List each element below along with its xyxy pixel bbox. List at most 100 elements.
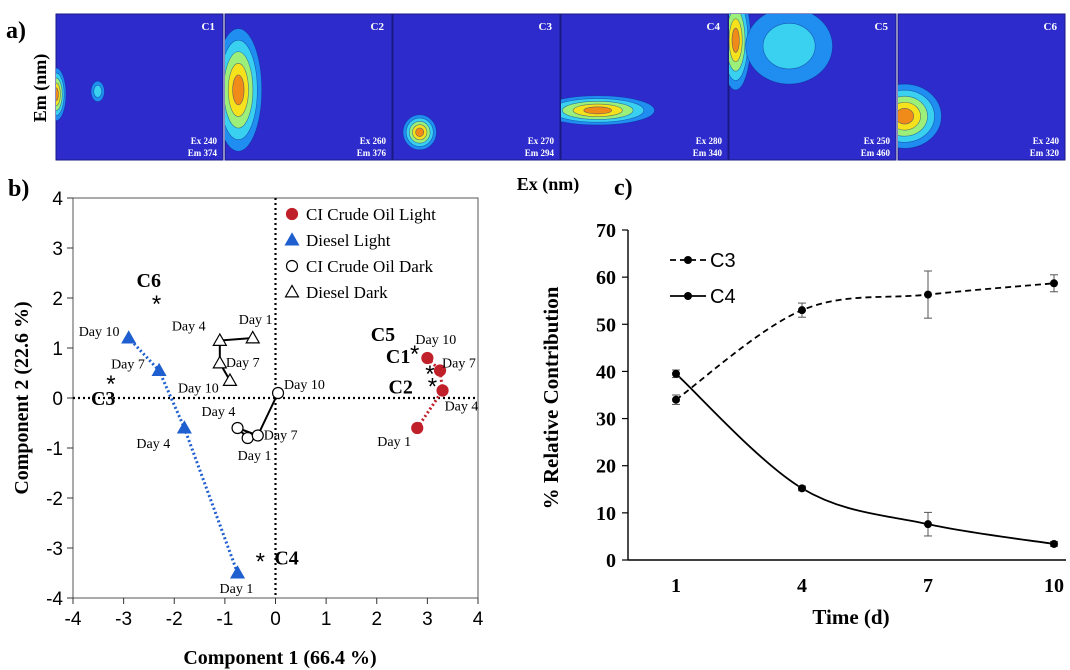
- series-diesel-light: Day 1 Day 4 Day 7 Day 10: [79, 325, 254, 597]
- point-label: Day 4: [202, 405, 236, 420]
- x-tick-label: -1: [216, 609, 233, 630]
- panel-a-heatmaps: Em (nm) Ex (nm) C1 Ex 240 Em 374 C2 Ex 260 Em…: [30, 13, 1066, 195]
- data-point: [798, 484, 806, 493]
- point-label: Day 7: [442, 357, 476, 372]
- eem-em-label: Em 374: [188, 148, 218, 158]
- data-point: [284, 284, 300, 298]
- eem-ex-label: Ex 280: [696, 136, 723, 146]
- x-tick-label: 2: [371, 609, 382, 630]
- legend-entry: Diesel Dark: [306, 283, 388, 302]
- eem-component-label: C3: [539, 21, 553, 33]
- legend: CI Crude Oil Light Diesel Light CI Crude O…: [284, 205, 436, 302]
- data-point: [285, 207, 299, 221]
- eem-tile-c1: C1 Ex 240 Em 374: [55, 13, 224, 161]
- data-point: [436, 384, 449, 397]
- eem-ex-label: Ex 240: [1033, 136, 1060, 146]
- x-tick-label: 4: [473, 609, 484, 630]
- series-ci-crude-oil-light: Day 1 Day 4 Day 7 Day 10: [377, 333, 478, 450]
- y-tick-label: 10: [596, 503, 616, 525]
- series-line: [675, 373, 1055, 545]
- asterisk-icon: *: [425, 361, 434, 388]
- data-point: [271, 386, 285, 400]
- data-point: [285, 259, 299, 273]
- eem-contour: [583, 106, 612, 115]
- asterisk-icon: *: [256, 549, 265, 576]
- eem-tile-c4: C4 Ex 280 Em 340: [560, 13, 729, 161]
- point-label: Day 7: [111, 358, 145, 373]
- component-label: C1: [386, 346, 410, 368]
- component-marker-c6: *C6: [137, 270, 162, 318]
- data-point: [1050, 279, 1058, 288]
- eem-tile-c2: C2 Ex 260 Em 376: [224, 13, 393, 161]
- y-tick-label: -1: [46, 439, 63, 460]
- eem-ex-label: Ex 240: [191, 136, 218, 146]
- series-line: [218, 337, 253, 382]
- series-ci-crude-oil-dark: Day 1 Day 4 Day 7 Day 10: [202, 378, 325, 464]
- data-point: [924, 520, 932, 529]
- legend-marker: [684, 292, 692, 300]
- eem-ex-label: Ex 250: [864, 136, 891, 146]
- data-point: [924, 290, 932, 299]
- legend: C3 C4: [670, 250, 736, 308]
- eem-contour: [56, 87, 59, 102]
- data-point: [212, 332, 228, 346]
- y-tick-label: -3: [46, 539, 63, 560]
- legend-entry: C3: [710, 250, 736, 272]
- point-label: Day 10: [178, 382, 219, 397]
- y-tick-label: -2: [46, 489, 63, 510]
- x-tick-label: 4: [797, 575, 807, 597]
- x-tick-label: 0: [270, 609, 281, 630]
- panel-b-ylabel: Component 2 (22.6 %): [11, 301, 33, 494]
- panel-c-label: c): [614, 175, 633, 201]
- eem-component-label: C2: [371, 21, 385, 33]
- panel-b-xlabel: Component 1 (66.4 %): [183, 647, 376, 669]
- point-label: Day 4: [136, 437, 170, 452]
- data-point: [212, 355, 228, 369]
- eem-tile-c6: C6 Ex 240 Em 320: [897, 13, 1066, 161]
- point-label: Day 10: [79, 325, 120, 340]
- panel-a-ylabel: Em (nm): [30, 54, 51, 123]
- eem-em-label: Em 460: [861, 148, 891, 158]
- data-point: [229, 565, 246, 579]
- data-point: [241, 431, 254, 445]
- component-marker-c3: *C3: [91, 371, 116, 410]
- eem-ex-label: Ex 270: [528, 136, 555, 146]
- panel-b-label: b): [8, 176, 29, 202]
- series-line: [236, 392, 279, 439]
- eem-em-label: Em 294: [525, 148, 555, 158]
- point-label: Day 10: [284, 378, 325, 393]
- data-point: [176, 420, 192, 434]
- data-point: [433, 364, 447, 377]
- eem-contour: [415, 127, 425, 137]
- panel-b-scatter: Component 2 (22.6 %) Component 1 (66.4 %…: [11, 189, 484, 669]
- panel-a-label: a): [6, 18, 26, 44]
- data-point: [121, 330, 137, 344]
- eem-em-label: Em 340: [693, 148, 723, 158]
- legend-entry: CI Crude Oil Light: [306, 205, 436, 224]
- point-label: Day 1: [220, 582, 254, 597]
- y-tick-label: -4: [46, 589, 63, 610]
- data-point: [231, 421, 244, 435]
- y-tick-label: 2: [52, 289, 63, 310]
- eem-contour: [93, 84, 103, 98]
- y-tick-label: 40: [596, 361, 616, 383]
- point-label: Day 10: [415, 333, 456, 348]
- component-label: C6: [137, 270, 161, 292]
- point-label: Day 7: [264, 429, 298, 444]
- series-line: [416, 356, 445, 429]
- asterisk-icon: *: [106, 371, 115, 398]
- data-point: [411, 421, 424, 435]
- x-tick-label: -3: [115, 609, 132, 630]
- component-marker-c5: * C5: [371, 324, 420, 368]
- legend-entry: C4: [710, 286, 736, 308]
- series-diesel-dark: Day 1 Day 4 Day 7 Day 10: [172, 313, 273, 397]
- data-point: [222, 372, 238, 386]
- y-tick-label: 0: [606, 550, 616, 572]
- data-point: [1050, 539, 1058, 548]
- component-label: C5: [371, 324, 395, 346]
- eem-component-label: C6: [1044, 21, 1058, 33]
- component-marker-c1: * C1: [386, 346, 435, 388]
- eem-contour: [731, 27, 740, 53]
- data-point: [798, 306, 806, 315]
